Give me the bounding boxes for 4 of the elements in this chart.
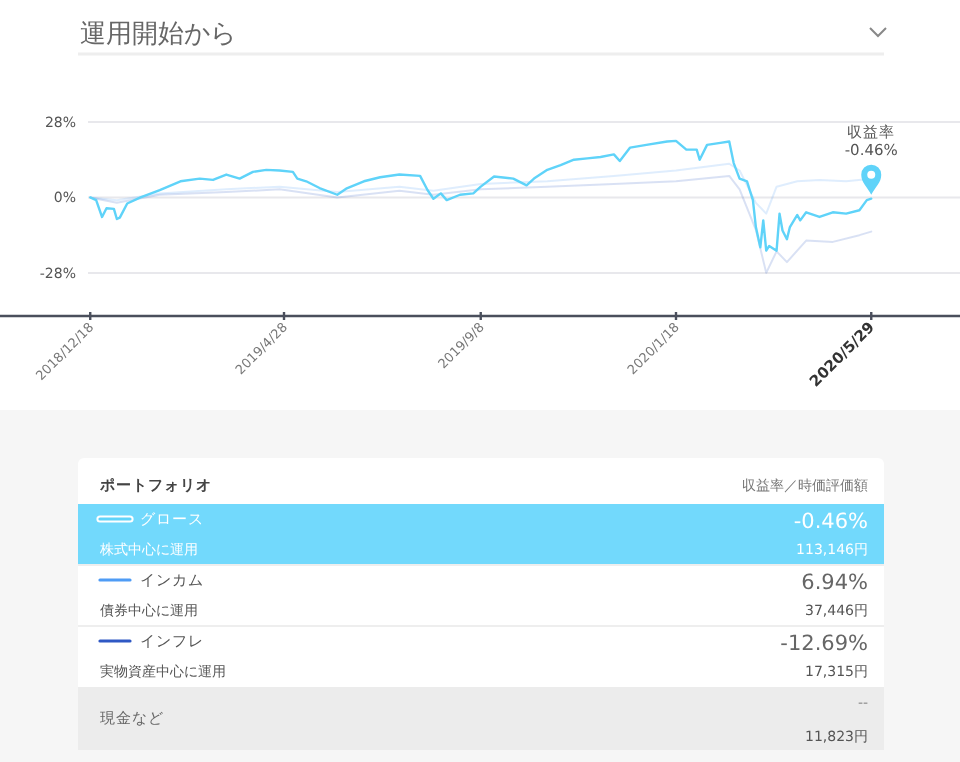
text: 6.94%: [801, 571, 869, 595]
text: -0.46%: [793, 510, 869, 534]
text: -12.69%: [780, 632, 869, 656]
chart-title: 運用開始から: [80, 20, 236, 50]
